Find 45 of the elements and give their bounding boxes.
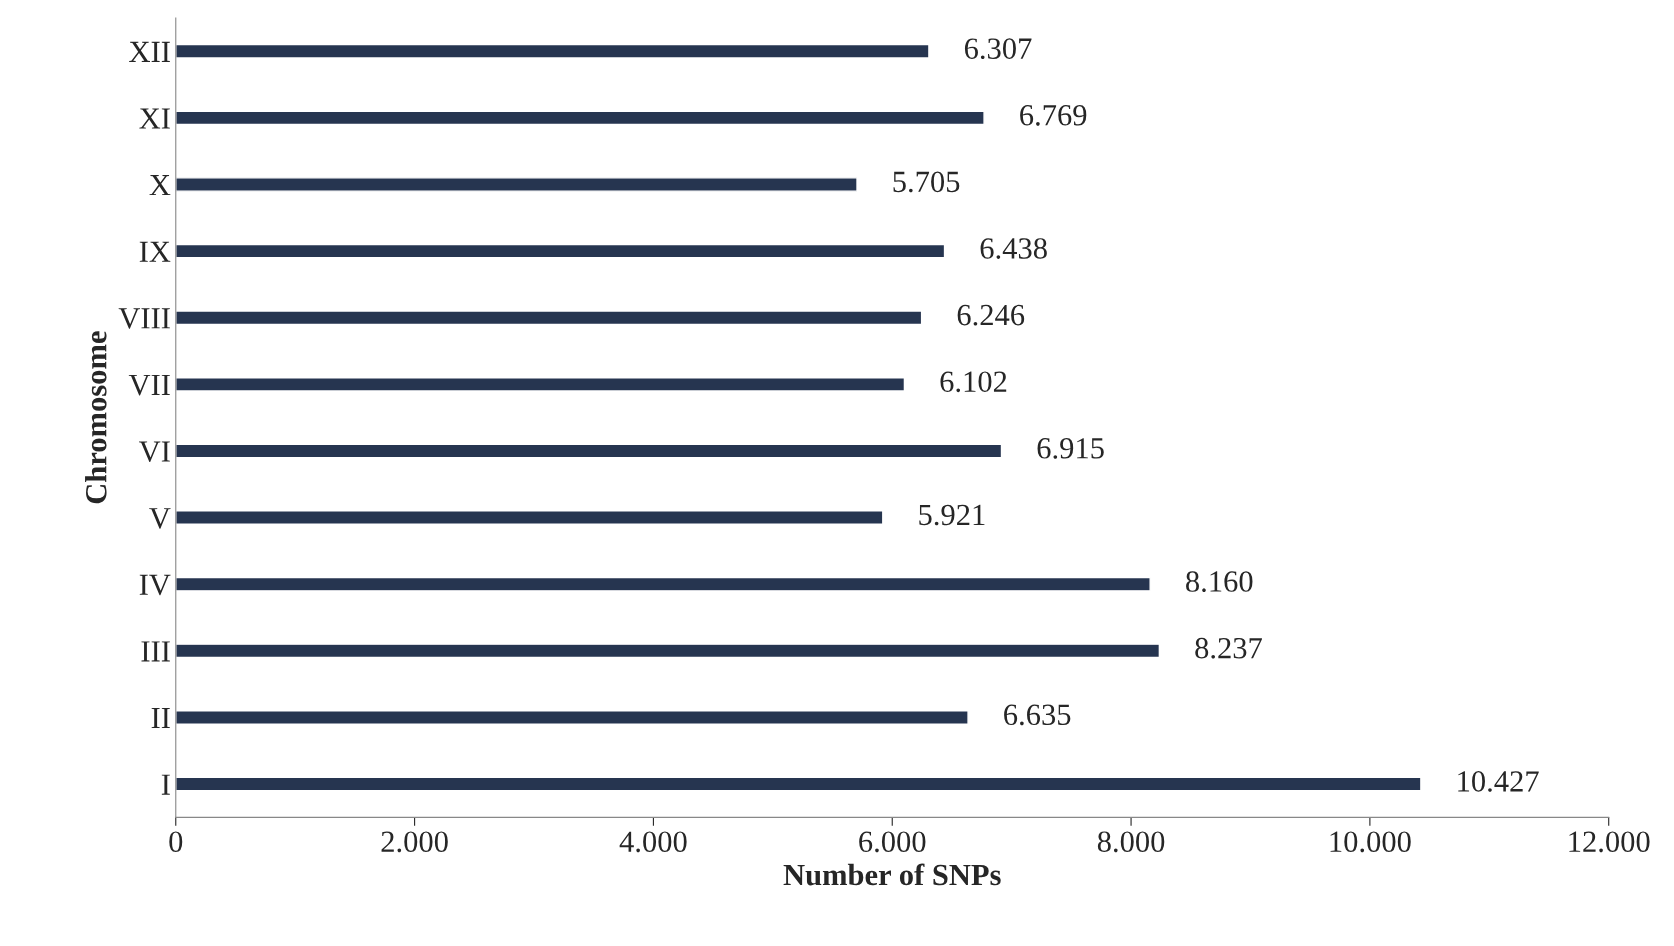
bar [175,110,985,126]
data-label: 8.237 [1195,637,1262,659]
bar [175,443,1003,459]
data-label: 6.307 [964,38,1032,60]
x-tick-label: 6.000 [859,831,926,853]
bar [175,177,858,192]
y-tick-label: IV [139,574,171,596]
bar [175,310,923,326]
x-tick-label: 12.000 [1569,831,1650,853]
y-tick-label: XII [129,41,170,62]
data-label: 5.921 [919,504,985,526]
data-label: 6.102 [940,371,1007,393]
y-tick-label: X [149,175,171,196]
data-label: 6.635 [1004,704,1071,726]
y-tick-label: VIII [118,308,170,329]
y-tick-label: VII [128,374,170,396]
y-axis-title: Chromosome [85,331,107,504]
bar [175,776,1422,792]
y-tick-label: III [141,641,170,662]
bar [175,576,1151,592]
bar [175,243,946,259]
x-tick-label: 8.000 [1097,831,1165,853]
data-label: 6.915 [1037,438,1104,459]
x-tick-label: 0 [169,831,183,853]
bar [175,510,884,525]
y-tick-label: V [149,508,171,529]
x-tick-label: 2.000 [381,831,448,853]
y-tick-label: XI [139,108,170,129]
data-label: 6.438 [980,238,1047,259]
data-label: 5.705 [893,171,960,193]
data-label: 8.160 [1186,571,1253,592]
data-label: 6.769 [1020,105,1087,126]
x-axis-title: Number of SNPs [783,863,1001,886]
bar [175,710,969,725]
y-tick-label: I [161,774,170,795]
x-tick-label: 4.000 [619,831,687,853]
y-tick-label: IX [139,241,171,262]
data-label: 10.427 [1458,771,1539,792]
x-tick-label: 10.000 [1330,831,1411,853]
bar [175,376,906,392]
bar [175,43,930,59]
bar [175,643,1161,659]
y-tick-label: II [151,708,170,729]
y-tick-label: VI [139,441,170,463]
data-label: 6.246 [957,304,1025,326]
